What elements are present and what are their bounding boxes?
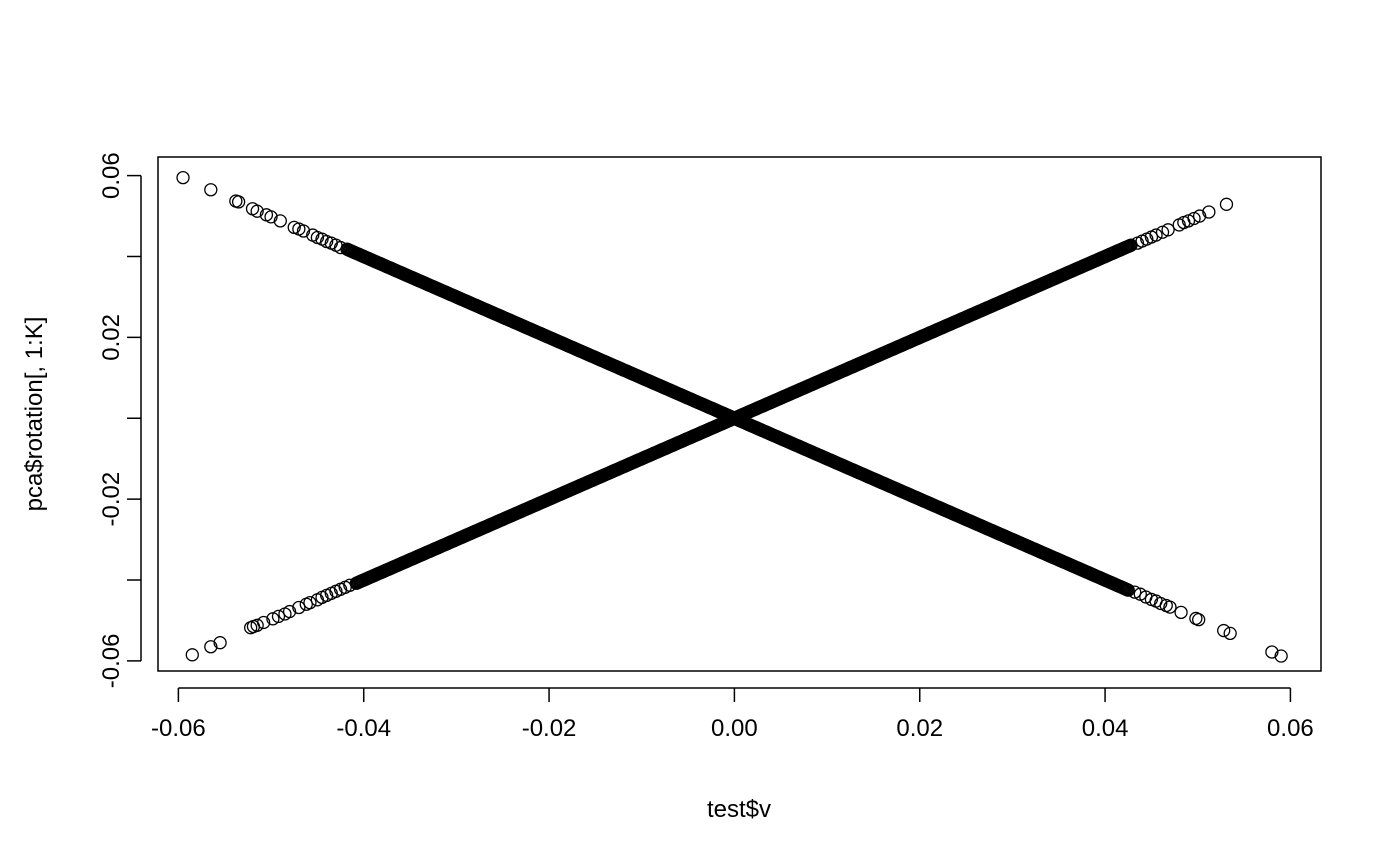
data-point <box>204 640 218 654</box>
x-tick-label: -0.06 <box>151 715 206 742</box>
data-point <box>176 170 190 185</box>
plot-area-frame <box>157 156 1322 672</box>
x-tick-label: -0.04 <box>336 715 391 742</box>
data-point <box>213 636 227 650</box>
y-axis-label: pca$rotation[, 1:K] <box>21 317 48 512</box>
data-point <box>271 609 286 624</box>
x-tick-label: -0.02 <box>522 715 577 742</box>
data-point <box>1202 205 1216 219</box>
data-point <box>1161 223 1175 237</box>
data-point <box>231 195 246 209</box>
y-tick-label: 0.02 <box>98 314 125 361</box>
data-point <box>1217 623 1231 638</box>
data-point <box>1265 645 1279 659</box>
y-axis: -0.06 -0.02 0.02 0.06 <box>98 152 142 689</box>
data-point <box>1219 197 1234 211</box>
data-point <box>1121 583 1135 597</box>
data-point <box>1163 600 1177 614</box>
data-point <box>256 615 271 630</box>
x-axis: -0.06 -0.04 -0.02 0.00 0.02 0.04 0.06 <box>151 687 1314 742</box>
data-point <box>292 600 306 615</box>
data-point <box>303 596 317 610</box>
x-axis-label: test$v <box>707 796 771 823</box>
x-tick-label: 0.06 <box>1267 715 1314 742</box>
data-point <box>264 210 278 224</box>
x-tick-label: 0.04 <box>1082 715 1129 742</box>
data-point <box>204 183 218 197</box>
data-point <box>273 214 287 228</box>
data-point <box>1274 649 1288 663</box>
data-point <box>185 648 199 662</box>
data-point <box>1149 228 1163 242</box>
data-point <box>250 618 264 632</box>
y-tick-label: -0.06 <box>98 634 125 689</box>
data-point <box>1192 612 1206 627</box>
y-tick-label: 0.06 <box>98 152 125 199</box>
data-point <box>282 604 297 619</box>
x-tick-label: 0.00 <box>711 715 758 742</box>
data-point <box>1174 605 1188 620</box>
data-point <box>250 204 264 218</box>
data-point <box>333 240 348 255</box>
x-tick-label: 0.02 <box>896 715 943 742</box>
data-point <box>1192 209 1207 223</box>
data-point <box>1128 585 1142 599</box>
y-tick-label: -0.02 <box>98 472 125 527</box>
data-point <box>343 578 357 592</box>
data-point <box>1154 596 1168 611</box>
data-points <box>176 170 1288 663</box>
data-point <box>1223 626 1237 641</box>
data-point <box>296 224 311 238</box>
